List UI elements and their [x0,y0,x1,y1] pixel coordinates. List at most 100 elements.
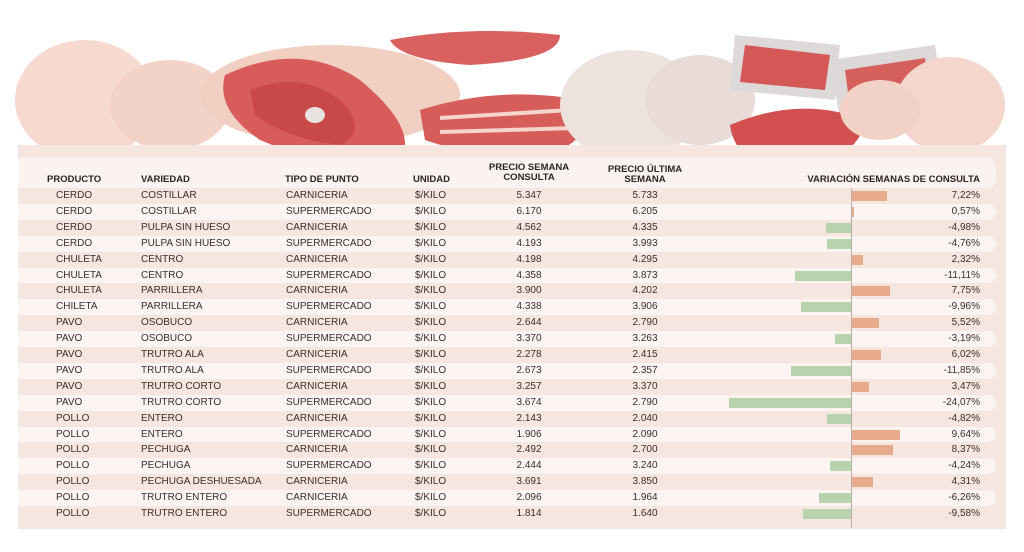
cell-variedad: COSTILLAR [141,205,197,217]
cell-unidad: $/KILO [415,444,447,456]
cell-producto: PAVO [56,333,83,345]
cell-variedad: OSOBUCO [141,317,193,329]
table-row: POLLO ENTERO CARNICERIA $/KILO 2.143 2.040 -4,… [18,411,996,427]
table-row: CERDO PULPA SIN HUESO SUPERMERCADO $/KILO 4.… [18,235,996,252]
variation-label: 5,52% [951,317,980,329]
cell-tipo: CARNICERIA [286,221,348,233]
variation-bar-negative [729,397,851,408]
variation-bar-positive [851,477,873,488]
cell-tipo: SUPERMERCADO [286,460,372,472]
cell-precio-ultima: 2.700 [632,444,658,456]
cell-variedad: PULPA SIN HUESO [141,221,231,233]
cell-producto: PAVO [56,396,83,408]
cell-producto: PAVO [56,349,83,360]
cell-precio-ultima: 3.906 [632,301,658,313]
header-unidad: UNIDAD [413,174,450,185]
cell-precio-ultima: 3.993 [632,237,658,249]
cell-unidad: $/KILO [415,380,447,392]
table-row: CHILETA PARRILLERA SUPERMERCADO $/KILO 4.338… [18,299,996,316]
variation-bar-negative [794,270,851,281]
cell-precio-consulta: 4.198 [516,253,542,265]
cell-variedad: PECHUGA DESHUESADA [141,476,262,488]
cell-producto: POLLO [56,476,90,488]
cell-precio-ultima: 3.263 [632,333,658,345]
table-header: PRODUCTO VARIEDAD TIPO DE PUNTO UNIDAD P… [18,158,996,188]
cell-producto: PAVO [56,364,83,376]
variation-label: 0,57% [951,205,980,217]
variation-bar-positive [851,206,854,217]
cell-unidad: $/KILO [415,269,447,281]
cell-unidad: $/KILO [415,333,447,345]
cell-unidad: $/KILO [415,301,447,313]
cell-precio-consulta: 4.358 [516,269,542,281]
cell-precio-ultima: 1.640 [632,508,658,519]
cell-tipo: SUPERMERCADO [286,333,372,345]
cell-producto: POLLO [56,444,90,456]
cell-precio-consulta: 2.673 [516,364,542,376]
cell-precio-ultima: 2.415 [632,349,658,360]
table-row: PAVO TRUTRO ALA SUPERMERCADO $/KILO 2.673 2.3… [18,362,996,379]
variation-label: -4,82% [948,412,980,424]
variation-bar-negative [826,238,851,249]
table-row: POLLO PECHUGA SUPERMERCADO $/KILO 2.444 3.240… [18,458,996,475]
table-row: POLLO TRUTRO ENTERO CARNICERIA $/KILO 2.096 1… [18,490,996,506]
table-row: CERDO COSTILLAR SUPERMERCADO $/KILO 6.170 6.2… [18,203,996,220]
variation-label: -9,58% [948,508,980,519]
variation-bar-positive [851,445,894,456]
cell-tipo: CARNICERIA [286,412,348,424]
cell-precio-consulta: 2.492 [516,444,542,456]
cell-unidad: $/KILO [415,237,447,249]
cell-variedad: TRUTRO ENTERO [141,508,228,519]
cell-precio-ultima: 3.240 [632,460,658,472]
cell-precio-consulta: 4.562 [516,221,542,233]
cell-unidad: $/KILO [415,285,447,297]
variation-label: -6,26% [948,492,980,504]
variation-bar-positive [851,318,879,329]
variation-label: 7,75% [951,285,980,297]
header-line: PRECIO ÚLTIMA [607,164,683,175]
cell-unidad: $/KILO [415,349,447,360]
cell-precio-ultima: 6.205 [632,205,658,217]
cell-precio-ultima: 3.370 [632,380,658,392]
zero-axis-line [851,188,852,528]
table-row: PAVO TRUTRO CORTO SUPERMERCADO $/KILO 3.674 2… [18,394,996,411]
cell-precio-consulta: 2.444 [516,460,542,472]
cell-variedad: COSTILLAR [141,190,197,201]
cell-producto: CHULETA [56,253,102,265]
cell-tipo: SUPERMERCADO [286,364,372,376]
header-line: PRECIO SEMANA [488,162,570,173]
variation-bar-positive [851,254,863,265]
cell-precio-consulta: 6.170 [516,205,542,217]
variation-label: 3,47% [951,380,980,392]
cell-precio-consulta: 3.370 [516,333,542,345]
cell-producto: POLLO [56,460,90,472]
cell-producto: PAVO [56,317,83,329]
table-row: POLLO PECHUGA CARNICERIA $/KILO 2.492 2.700 8,… [18,442,996,458]
cell-producto: PAVO [56,380,83,392]
cell-precio-consulta: 5.347 [516,190,542,201]
cell-tipo: CARNICERIA [286,349,348,360]
cell-precio-consulta: 2.143 [516,412,542,424]
cell-precio-consulta: 4.338 [516,301,542,313]
table-row: CHULETA CENTRO CARNICERIA $/KILO 4.198 4.295 2… [18,252,996,268]
table-row: POLLO ENTERO SUPERMERCADO $/KILO 1.906 2.090 9… [18,426,996,443]
variation-bar-negative [800,302,851,313]
cell-precio-ultima: 4.295 [632,253,658,265]
cell-unidad: $/KILO [415,205,447,217]
cell-precio-consulta: 3.674 [516,396,542,408]
cell-variedad: PARRILLERA [141,285,203,297]
cell-unidad: $/KILO [415,317,447,329]
variation-bar-negative [826,413,851,424]
cell-tipo: CARNICERIA [286,380,348,392]
cell-unidad: $/KILO [415,190,447,201]
cell-tipo: SUPERMERCADO [286,508,372,519]
cell-tipo: SUPERMERCADO [286,269,372,281]
variation-bar-negative [819,493,851,504]
variation-bar-negative [834,334,851,345]
cell-precio-ultima: 4.202 [632,285,658,297]
table-row: PAVO OSOBUCO SUPERMERCADO $/KILO 3.370 3.263 -… [18,331,996,347]
cell-producto: POLLO [56,508,90,519]
cell-producto: CERDO [56,221,93,233]
header-line: CONSULTA [503,172,555,183]
table-row: PAVO TRUTRO ALA CARNICERIA $/KILO 2.278 2.415… [18,347,996,363]
